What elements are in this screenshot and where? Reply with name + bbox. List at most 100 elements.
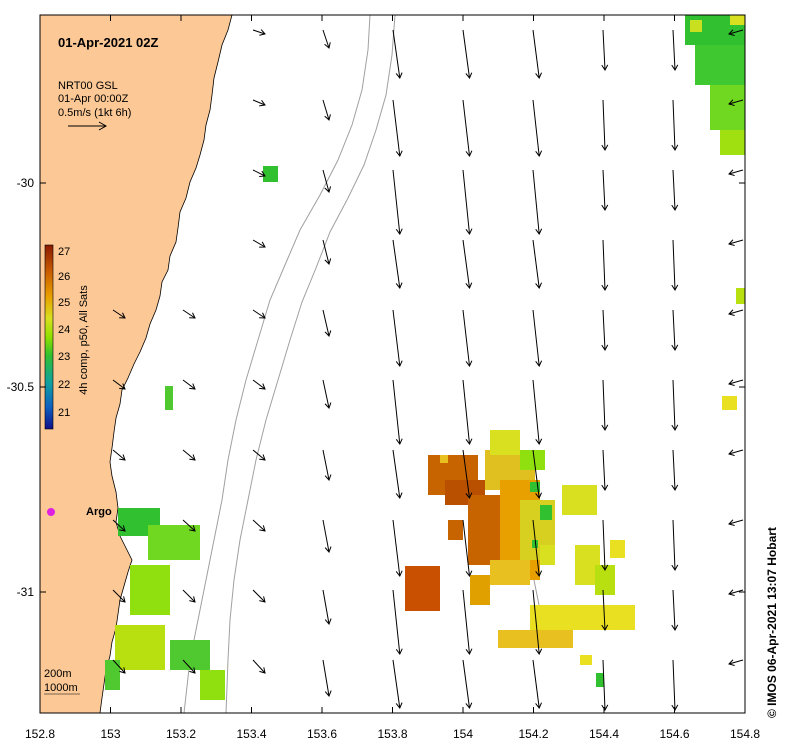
current-arrowhead: [671, 564, 679, 571]
current-arrowhead: [259, 100, 266, 107]
current-arrowhead: [728, 589, 735, 596]
current-arrowhead: [465, 228, 473, 235]
current-arrow: [112, 449, 126, 461]
current-arrowhead: [395, 282, 403, 289]
current-arrow: [392, 169, 401, 235]
current-arrow: [532, 379, 540, 445]
current-arrow: [182, 659, 196, 674]
current-arrow: [392, 449, 401, 499]
current-arrow: [462, 169, 470, 235]
current-arrow: [462, 519, 470, 577]
current-arrowhead: [465, 702, 473, 709]
current-arrow: [462, 309, 470, 367]
current-arrowhead: [535, 282, 542, 289]
current-arrow: [532, 239, 540, 289]
current-arrow: [322, 309, 330, 337]
legend-line-scale: 0.5m/s (1kt 6h): [58, 107, 131, 119]
svg-text:26: 26: [58, 271, 70, 283]
current-arrow: [392, 519, 401, 577]
current-arrow: [672, 589, 676, 631]
current-arrowhead: [535, 570, 543, 577]
current-arrowhead: [324, 690, 332, 697]
current-arrow: [532, 99, 540, 157]
svg-text:22: 22: [58, 379, 70, 391]
current-arrow: [672, 519, 676, 571]
contour-1000m: [225, 15, 396, 713]
current-arrow: [112, 309, 126, 319]
current-arrow: [532, 309, 540, 367]
scale-arrow-icon: [68, 121, 108, 131]
current-arrowhead: [189, 525, 196, 532]
current-arrow: [322, 589, 330, 625]
current-arrow: [252, 589, 266, 603]
current-arrowhead: [259, 454, 266, 461]
current-arrowhead: [465, 360, 473, 367]
current-arrow: [672, 309, 676, 351]
legend-line-source: NRT00 GSL: [58, 80, 118, 92]
current-arrowhead: [535, 648, 543, 655]
current-arrowhead: [324, 258, 332, 265]
current-arrowhead: [324, 474, 332, 481]
current-arrowhead: [189, 667, 196, 674]
current-arrowhead: [259, 312, 266, 319]
current-arrow: [182, 449, 196, 461]
sst-pixels: [105, 15, 745, 700]
current-arrowhead: [259, 29, 266, 36]
current-arrowhead: [728, 449, 735, 456]
current-arrowhead: [728, 29, 735, 36]
current-arrow: [602, 379, 606, 431]
y-tick-label: -30: [17, 176, 35, 190]
current-arrow: [602, 519, 606, 571]
current-arrow: [392, 589, 401, 655]
current-arrow: [462, 379, 470, 445]
current-arrow: [322, 99, 330, 121]
argo-float-marker: [47, 508, 55, 516]
current-arrow: [672, 379, 676, 431]
current-arrowhead: [259, 241, 266, 248]
current-arrowhead: [601, 144, 609, 151]
current-arrow: [462, 589, 470, 655]
current-arrow: [728, 309, 744, 315]
current-arrowhead: [465, 648, 473, 655]
x-tick-label: 154.6: [659, 727, 689, 741]
x-tick-label: 154.8: [730, 727, 760, 741]
current-arrowhead: [119, 383, 126, 390]
current-arrow: [728, 519, 744, 525]
current-arrow: [672, 99, 676, 151]
current-arrowhead: [119, 596, 126, 603]
current-arrow: [392, 379, 401, 445]
current-arrowhead: [395, 150, 403, 157]
current-arrow: [392, 29, 401, 79]
colorbar: [44, 244, 54, 430]
current-arrow: [462, 29, 470, 79]
current-arrowhead: [324, 42, 331, 49]
current-arrowhead: [395, 228, 403, 235]
current-arrowhead: [728, 519, 735, 526]
current-arrowhead: [601, 704, 609, 711]
x-tick-label: 153.8: [377, 727, 407, 741]
current-arrow: [532, 169, 540, 235]
credit-text: © IMOS 06-Apr-2021 13:07 Hobart: [765, 527, 779, 718]
current-arrowhead: [324, 114, 331, 121]
current-arrow: [602, 589, 606, 631]
current-arrowhead: [465, 492, 473, 499]
current-arrow: [462, 659, 470, 709]
x-tick-label: 153.2: [166, 727, 196, 741]
current-arrowhead: [671, 284, 679, 291]
colorbar-label: 4h comp, p50, All Sats: [78, 285, 90, 395]
current-arrow: [728, 29, 744, 35]
x-tick-label: 153: [100, 727, 120, 741]
current-arrowhead: [465, 438, 473, 445]
current-arrow: [112, 659, 126, 674]
argo-label: Argo: [86, 506, 112, 518]
svg-text:27: 27: [58, 246, 70, 258]
depth-label-200m: 200m: [44, 668, 72, 680]
current-arrowhead: [395, 72, 403, 79]
current-arrowhead: [189, 596, 196, 603]
current-arrowhead: [671, 344, 679, 351]
current-arrow: [322, 659, 330, 697]
depth-label-1000m: 1000m: [44, 682, 78, 694]
x-tick-label: 153.6: [307, 727, 337, 741]
current-arrow: [112, 519, 126, 532]
x-tick-label: 154.2: [518, 727, 548, 741]
